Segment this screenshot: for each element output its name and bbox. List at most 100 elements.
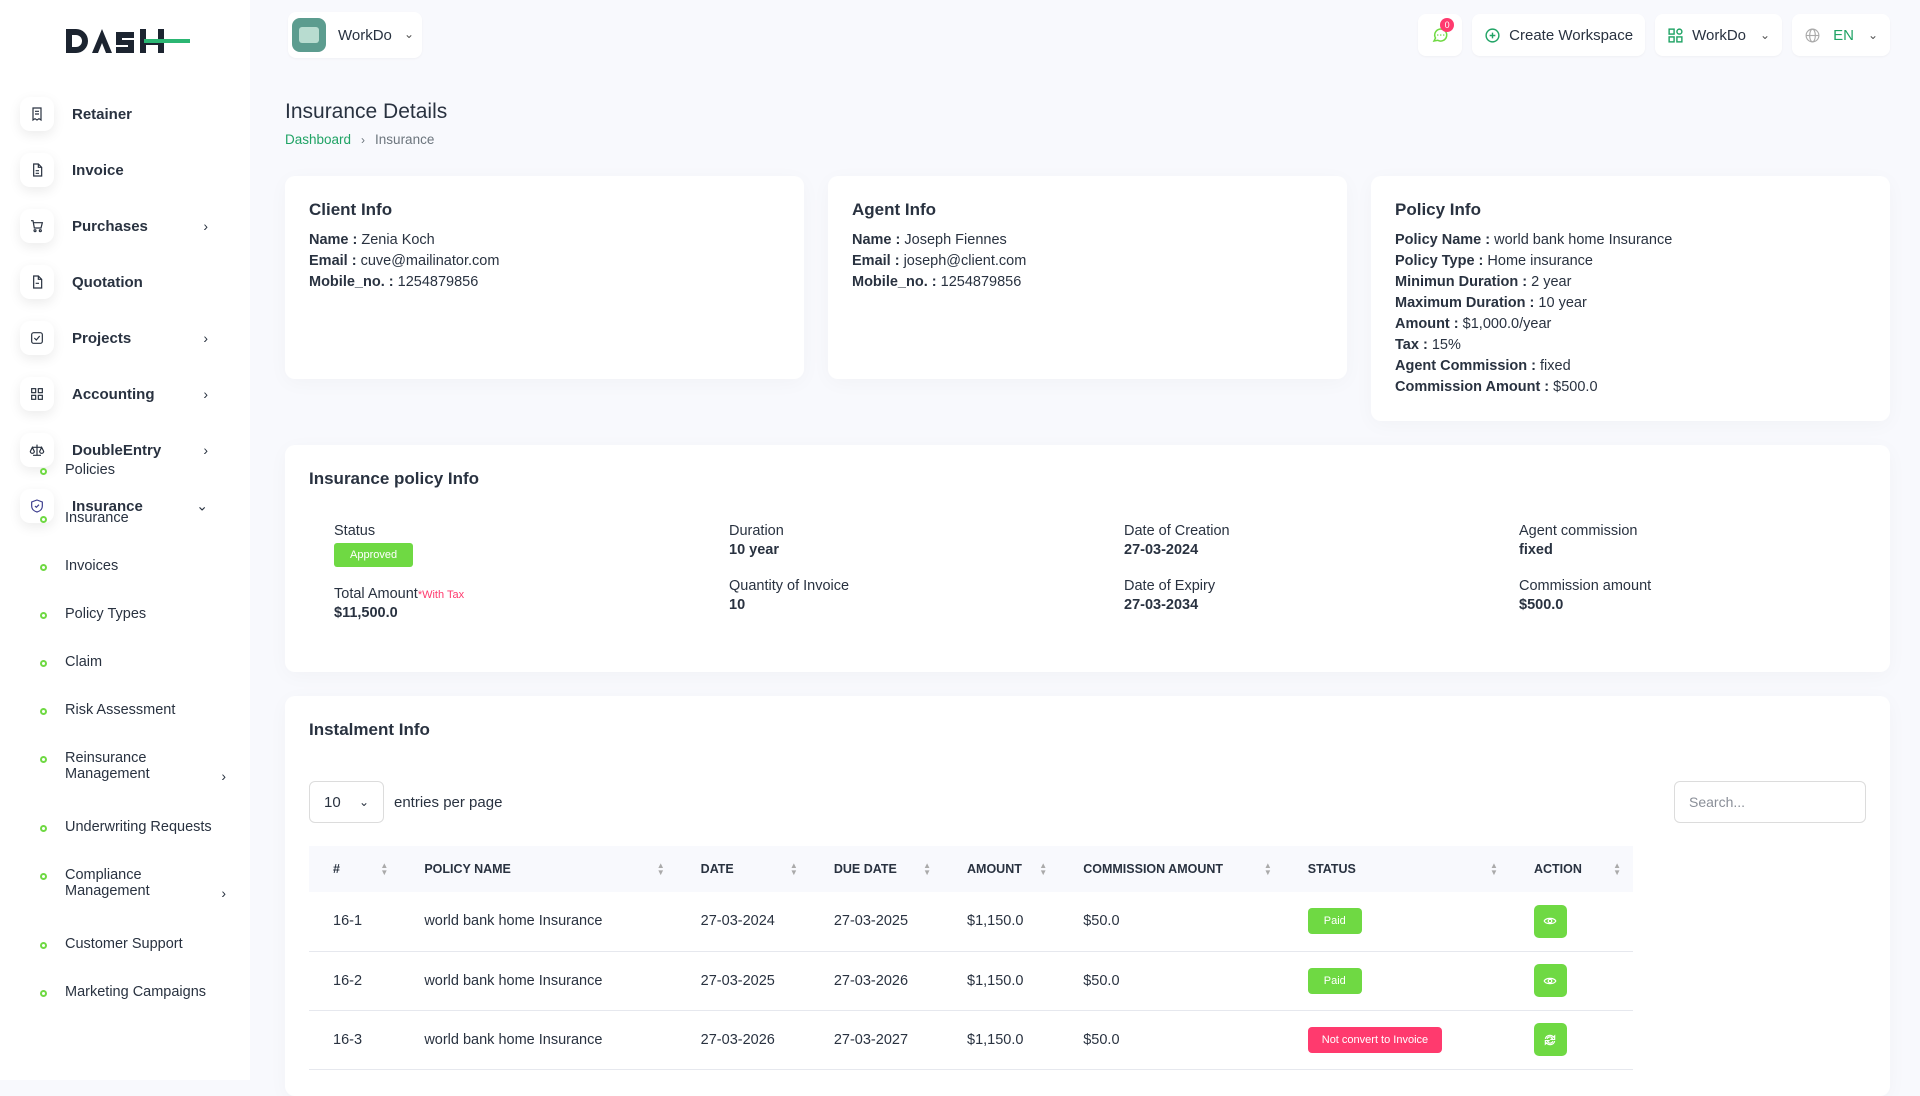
scale-icon [20, 433, 54, 467]
status-badge: Paid [1307, 908, 1362, 935]
client-email-row: Email : cuve@mailinator.com [309, 253, 500, 269]
submenu-item-risk-assessment[interactable]: Risk Assessment [36, 702, 226, 718]
cell-amount: $1,150.0 [943, 1010, 1060, 1070]
breadcrumb-current: Insurance [375, 132, 435, 147]
policy-info-title: Policy Info [1395, 200, 1481, 219]
chevron-right-icon: › [203, 442, 208, 458]
column-header[interactable]: COMMISSION AMOUNT ▲ ▼ [1059, 846, 1284, 892]
bullet-dot-icon [40, 873, 47, 880]
column-header[interactable]: POLICY NAME ▲ ▼ [400, 846, 677, 892]
entries-per-page-select[interactable]: 10 ⌄ [309, 781, 384, 823]
checkbox-icon [20, 321, 54, 355]
table-search-input[interactable] [1674, 781, 1866, 823]
column-header[interactable]: STATUS ▲ ▼ [1283, 846, 1510, 892]
bullet-dot-icon [40, 708, 47, 715]
logo[interactable] [64, 26, 190, 60]
expiry-date-field: Date of Expiry 27-03-2034 [1124, 578, 1216, 613]
chevron-down-icon: ⌄ [403, 27, 414, 41]
cell-date: 27-03-2025 [676, 951, 810, 1011]
cell-commission: $50.0 [1059, 1010, 1284, 1070]
sidebar-item-quotation[interactable]: Quotation [20, 254, 232, 310]
workspace-switcher-button[interactable]: WorkDo ⌄ [1655, 14, 1783, 56]
view-button[interactable] [1533, 964, 1567, 997]
total-amount: $11,500.0 [334, 605, 398, 621]
create-workspace-button[interactable]: Create Workspace [1472, 14, 1646, 56]
bullet-dot-icon [40, 990, 47, 997]
agent-mobile: 1254879856 [940, 274, 1022, 290]
submenu-item-invoices[interactable]: Invoices [36, 558, 226, 574]
submenu-item-policy-types[interactable]: Policy Types [36, 606, 226, 622]
sidebar-item-invoice[interactable]: Invoice [20, 142, 232, 198]
cell-amount: $1,150.0 [943, 892, 1060, 952]
column-header[interactable]: DUE DATE ▲ ▼ [809, 846, 944, 892]
cell-due-date: 27-03-2025 [809, 892, 944, 952]
sidebar-item-purchases[interactable]: Purchases › [20, 198, 232, 254]
sidebar-item-projects[interactable]: Projects › [20, 310, 232, 366]
instalment-info-title: Instalment Info [309, 720, 430, 739]
status-field: Status Approved [334, 523, 414, 567]
cell-commission: $50.0 [1059, 892, 1284, 952]
cell-action [1509, 892, 1633, 952]
view-button[interactable] [1533, 904, 1567, 938]
chevron-right-icon: › [203, 330, 208, 346]
client-mobile-row: Mobile_no. : 1254879856 [309, 274, 479, 290]
bullet-dot-icon [40, 612, 47, 619]
sidebar-item-label: Quotation [72, 273, 143, 291]
workspace-switcher-label: WorkDo [1692, 26, 1747, 44]
instalment-table: # ▲ ▼ POLICY NAME ▲ ▼ DATE ▲ ▼ DUE DATE ▲ ▼ AMOUNT ▲ ▼… [309, 846, 1633, 1070]
cell-id: 16-2 [309, 951, 401, 1011]
client-info-title: Client Info [309, 200, 393, 219]
status-badge: Not convert to Invoice [1307, 1026, 1443, 1053]
page-title: Insurance Details [285, 100, 448, 123]
submenu-item-insurance[interactable]: Insurance [36, 510, 226, 526]
column-header[interactable]: # ▲ ▼ [309, 846, 401, 892]
sort-icon: ▲ ▼ [1263, 861, 1272, 877]
language-selector[interactable]: EN ⌄ [1792, 14, 1890, 56]
cell-date: 27-03-2024 [676, 892, 810, 952]
bullet-dot-icon [40, 942, 47, 949]
sidebar-item-retainer[interactable]: Retainer [20, 86, 232, 142]
agent-name-row: Name : Joseph Fiennes [852, 232, 1007, 248]
column-header[interactable]: DATE ▲ ▼ [676, 846, 810, 892]
create-workspace-label: Create Workspace [1509, 26, 1634, 44]
submenu-item-compliance[interactable]: Compliance Management › [36, 867, 226, 901]
cell-status: Paid [1283, 951, 1510, 1011]
chevron-down-icon: ⌄ [1867, 28, 1878, 42]
submenu-item-reinsurance[interactable]: Reinsurance Management › [36, 750, 226, 784]
chevron-right-icon: › [203, 386, 208, 402]
chevron-right-icon: › [221, 885, 226, 901]
layout-grid-icon [20, 377, 54, 411]
submenu-item-customer-support[interactable]: Customer Support [36, 936, 226, 952]
submenu-item-claim[interactable]: Claim [36, 654, 226, 670]
column-header[interactable]: AMOUNT ▲ ▼ [943, 846, 1060, 892]
convert-to-invoice-button[interactable] [1533, 1023, 1567, 1056]
cell-policy-name: world bank home Insurance [400, 951, 677, 1011]
workspace-selector[interactable]: WorkDo ⌄ [288, 12, 422, 58]
sidebar-item-doubleentry[interactable]: DoubleEntry › [20, 422, 232, 478]
client-mobile: 1254879856 [397, 274, 479, 290]
entries-per-page: 10 ⌄ entries per page [309, 781, 502, 823]
submenu-item-underwriting-requests[interactable]: Underwriting Requests [36, 819, 226, 835]
sidebar-item-insurance[interactable]: Insurance ⌄ [20, 478, 232, 534]
messages-button[interactable]: 0 [1418, 14, 1463, 56]
submenu-item-marketing-campaigns[interactable]: Marketing Campaigns [36, 984, 226, 1000]
cell-policy-name: world bank home Insurance [400, 1010, 677, 1070]
column-header[interactable]: ACTION ▲ ▼ [1509, 846, 1633, 892]
sort-icon: ▲ ▼ [1490, 861, 1498, 877]
language-label: EN [1833, 26, 1854, 44]
sidebar-item-label: Projects [72, 329, 132, 347]
workspace-logo-icon [292, 18, 326, 52]
client-info-card: Client Info Name : Zenia Koch Email : cu… [285, 176, 804, 379]
submenu-item-policies[interactable]: Policies [36, 462, 226, 478]
workspace-name: WorkDo [338, 26, 392, 44]
breadcrumb-dashboard-link[interactable]: Dashboard [285, 132, 352, 147]
policy-info-row: Amount : $1,000.0/year [1395, 316, 1552, 332]
invoice-quantity-field: Quantity of Invoice 10 [729, 578, 850, 613]
sort-icon: ▲ ▼ [380, 861, 389, 877]
cell-amount: $1,150.0 [943, 951, 1060, 1011]
convert-icon [1543, 1033, 1557, 1047]
globe-icon [1804, 27, 1821, 44]
creation-date-field: Date of Creation 27-03-2024 [1124, 523, 1230, 558]
chevron-down-icon: ⌄ [358, 795, 369, 809]
sidebar-item-accounting[interactable]: Accounting › [20, 366, 232, 422]
